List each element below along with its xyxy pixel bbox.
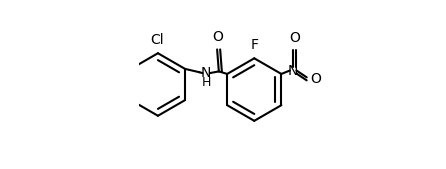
Text: H: H — [202, 76, 211, 89]
Text: O: O — [289, 31, 300, 45]
Text: O: O — [212, 30, 223, 44]
Text: Cl: Cl — [150, 33, 164, 47]
Text: N: N — [201, 66, 211, 80]
Text: N: N — [288, 64, 298, 78]
Text: F: F — [250, 38, 258, 52]
Text: O: O — [310, 72, 321, 86]
